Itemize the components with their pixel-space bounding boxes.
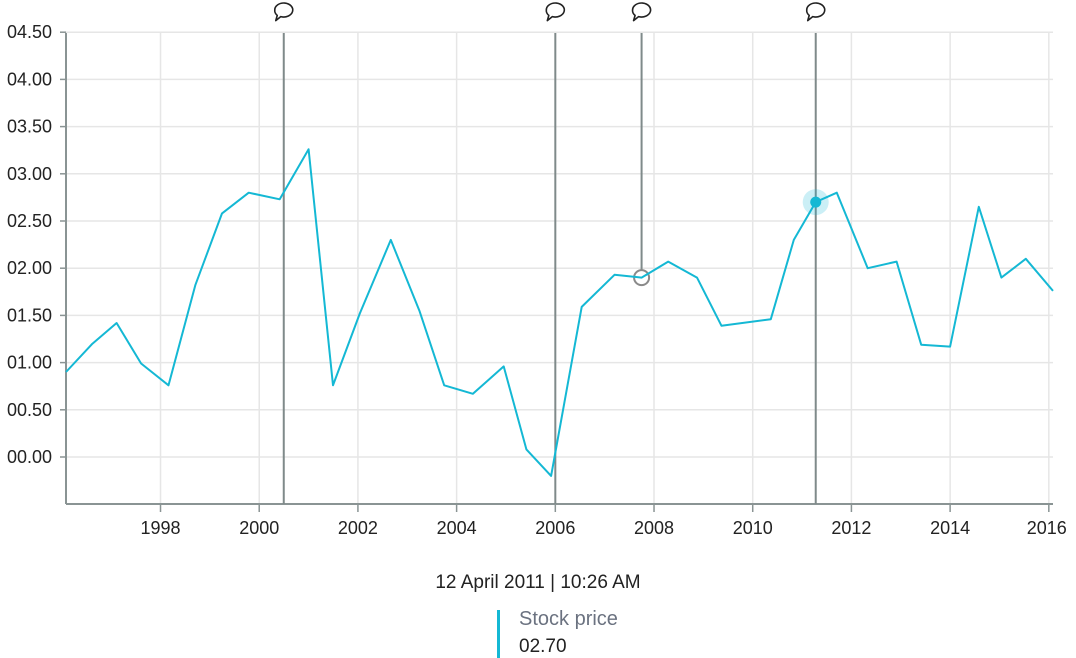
series-line (65, 148, 1054, 477)
x-tick-label: 1998 (140, 518, 180, 538)
x-tick-label: 2004 (437, 518, 477, 538)
event-annotations (273, 2, 826, 504)
tooltip-series-value: 02.70 (519, 636, 567, 657)
speech-bubble-icon (273, 2, 294, 22)
tooltip-series-name: Stock price (519, 608, 618, 630)
tooltip-date: 12 April 2011 | 10:26 AM (435, 572, 641, 593)
y-tick-label: 00.00 (7, 447, 52, 467)
speech-bubble-shape (805, 2, 826, 22)
speech-bubble-shape (545, 2, 566, 22)
x-tick-label: 2010 (733, 518, 773, 538)
speech-bubble-shape (273, 2, 294, 22)
y-tick-label: 04.50 (7, 22, 52, 42)
highlighted-point (802, 189, 829, 216)
tooltip-series-swatch (497, 610, 500, 658)
y-axis-ticks: 00.00 00.50 01.00 01.50 02.00 02.50 03.00 03.50… (7, 22, 66, 467)
grid-lines (66, 31, 1053, 504)
stock-price-chart: 00.00 00.50 01.00 01.50 02.00 02.50 03.00 03.50… (7, 2, 1067, 538)
y-tick-label: 03.00 (7, 164, 52, 184)
y-tick-label: 03.50 (7, 117, 52, 137)
x-tick-label: 2008 (634, 518, 674, 538)
speech-bubble-icon (631, 2, 652, 22)
y-tick-label: 02.50 (7, 211, 52, 231)
x-tick-label: 2014 (930, 518, 970, 538)
x-axis-ticks: 1998 2000 2002 2004 2006 2008 2010 2012 2014 2016 (140, 504, 1067, 538)
speech-bubble-icon (545, 2, 566, 22)
speech-bubble-icon (805, 2, 826, 22)
x-tick-label: 2016 (1027, 518, 1067, 538)
y-tick-label: 04.00 (7, 69, 52, 89)
y-tick-label: 02.00 (7, 258, 52, 278)
x-tick-label: 2012 (831, 518, 871, 538)
x-tick-label: 2000 (239, 518, 279, 538)
x-tick-label: 2002 (338, 518, 378, 538)
highlight-point (810, 196, 822, 208)
y-tick-label: 00.50 (7, 400, 52, 420)
y-tick-label: 01.00 (7, 353, 52, 373)
speech-bubble-shape (631, 2, 652, 22)
y-tick-label: 01.50 (7, 305, 52, 325)
series-stock-price (65, 148, 1054, 477)
x-tick-label: 2006 (535, 518, 575, 538)
